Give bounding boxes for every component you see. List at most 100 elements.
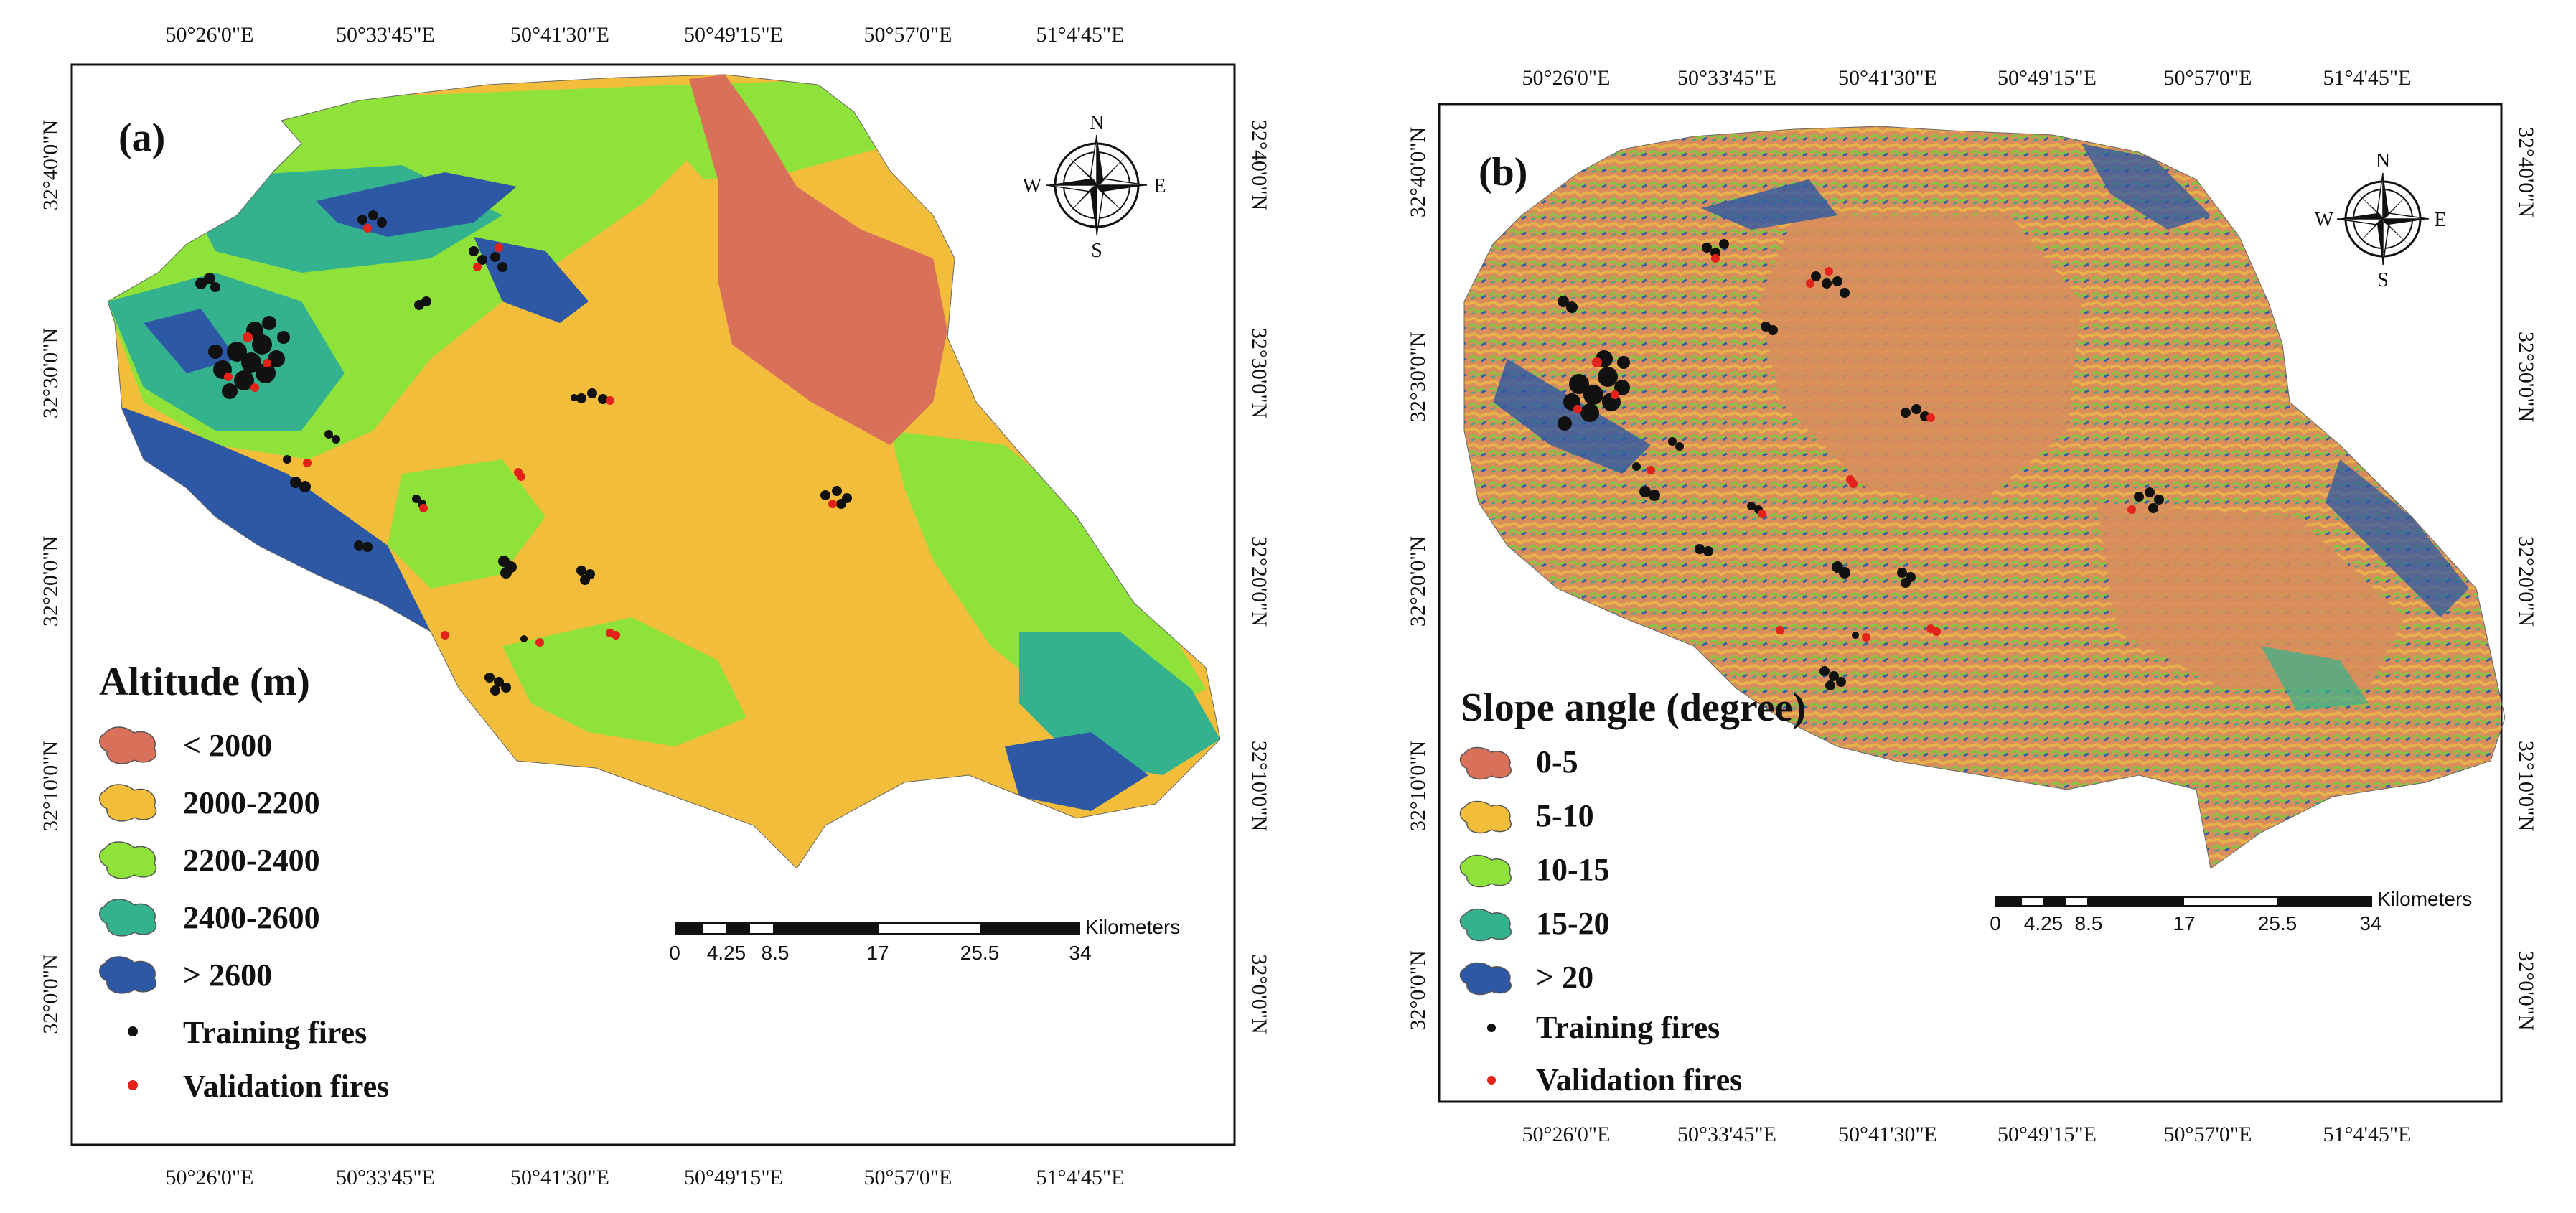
- legend-training-a: Training fires: [128, 1015, 367, 1050]
- lat-labels-b-right: 32°40'0"N 32°30'0"N 32°20'0"N 32°10'0"N …: [2514, 127, 2538, 1031]
- lat-label: 32°30'0"N: [1406, 332, 1430, 422]
- panel-b: N S E W (b) 50°26'0"E 50°33'45"E 50°41'3…: [1406, 66, 2538, 1146]
- compass-w-b: W: [2315, 209, 2334, 231]
- legend-label: 5-10: [1536, 798, 1594, 833]
- legend-b: Slope angle (degree) 0-5 5-10 10-15 15-2…: [1459, 685, 1806, 1097]
- scale-tick: 17: [866, 942, 889, 964]
- lon-label: 50°26'0"E: [1522, 66, 1611, 90]
- lon-label: 50°33'45"E: [336, 1166, 435, 1189]
- scale-tick: 0: [1990, 912, 2001, 935]
- lon-labels-b-bottom: 50°26'0"E 50°33'45"E 50°41'30"E 50°49'15…: [1522, 1123, 2412, 1146]
- legend-item-a: 2400-2600: [99, 899, 320, 937]
- legend-item-b: 0-5: [1459, 744, 1578, 780]
- legend-item-b: > 20: [1459, 960, 1593, 996]
- lat-labels-a-right: 32°40'0"N 32°30'0"N 32°20'0"N 32°10'0"N …: [1247, 120, 1271, 1034]
- lon-label: 51°4'45"E: [1036, 1166, 1125, 1189]
- lat-label: 32°20'0"N: [2514, 536, 2538, 627]
- panel-b-frame: [1438, 103, 2503, 1103]
- lon-label: 50°33'45"E: [1677, 66, 1776, 90]
- scale-tick: 34: [1069, 942, 1091, 964]
- legend-label: > 20: [1536, 960, 1593, 995]
- scale-bar-b: Kilometers 0 4.25 8.5 17 25.5 34: [1990, 888, 2472, 935]
- lon-label: 50°57'0"E: [864, 23, 952, 47]
- lat-label: 32°40'0"N: [2514, 127, 2538, 217]
- lon-label: 50°49'15"E: [1997, 1123, 2097, 1146]
- legend-label: Training fires: [183, 1015, 367, 1050]
- lon-label: 50°33'45"E: [1677, 1123, 1776, 1146]
- legend-label: 10-15: [1536, 852, 1610, 887]
- legend-title-b: Slope angle (degree): [1461, 685, 1806, 730]
- scale-unit-a: Kilometers: [1085, 916, 1180, 938]
- lat-label: 32°10'0"N: [2514, 741, 2538, 831]
- lon-label: 51°4'45"E: [2323, 66, 2412, 90]
- scale-tick: 34: [2359, 912, 2381, 935]
- lon-label: 50°57'0"E: [2164, 1123, 2252, 1146]
- lon-label: 50°26'0"E: [166, 23, 254, 47]
- lon-label: 50°49'15"E: [1997, 66, 2097, 90]
- legend-item-a: > 2600: [99, 956, 272, 994]
- lat-label: 32°40'0"N: [1406, 127, 1430, 217]
- lon-label: 51°4'45"E: [2323, 1123, 2412, 1146]
- lat-labels-b-left: 32°40'0"N 32°30'0"N 32°20'0"N 32°10'0"N …: [1406, 127, 1430, 1031]
- legend-item-b: 15-20: [1459, 906, 1610, 942]
- lat-label: 32°30'0"N: [39, 328, 62, 418]
- scale-tick: 8.5: [2075, 912, 2103, 935]
- fire-points-a: [195, 210, 852, 696]
- lat-label: 32°20'0"N: [1247, 536, 1271, 627]
- lat-label: 32°10'0"N: [39, 741, 62, 831]
- legend-label: 0-5: [1536, 744, 1578, 779]
- legend-item-a: < 2000: [99, 726, 272, 764]
- lat-label: 32°40'0"N: [1247, 120, 1271, 210]
- lon-label: 50°49'15"E: [684, 23, 783, 47]
- legend-label: 15-20: [1536, 906, 1610, 941]
- lat-label: 32°30'0"N: [2514, 332, 2538, 422]
- lon-label: 50°57'0"E: [2164, 66, 2252, 90]
- compass-n-a: N: [1090, 112, 1104, 134]
- legend-label: Validation fires: [183, 1069, 389, 1104]
- legend-training-b: Training fires: [1487, 1010, 1720, 1045]
- lon-label: 50°49'15"E: [684, 1166, 783, 1189]
- lon-label: 50°41'30"E: [510, 23, 609, 47]
- compass-w-a: W: [1023, 175, 1042, 197]
- lat-label: 32°10'0"N: [1406, 741, 1430, 831]
- compass-n-b: N: [2376, 150, 2390, 172]
- panel-label-a: (a): [118, 116, 165, 160]
- lat-label: 32°30'0"N: [1247, 328, 1271, 418]
- compass-s-a: S: [1091, 240, 1102, 262]
- lat-label: 32°40'0"N: [39, 120, 62, 210]
- legend-label: Validation fires: [1536, 1062, 1742, 1097]
- compass-s-b: S: [2377, 269, 2389, 291]
- panel-a: N S E W (a) 50°26'0"E 50°33'45"E 50°41'3…: [39, 23, 1271, 1189]
- scale-bar-a: Kilometers 0 4.25 8.5 17 25.5 34: [669, 916, 1180, 964]
- compass-rose-b: N S E W: [2315, 150, 2447, 291]
- scale-tick: 0: [669, 942, 680, 964]
- lat-labels-a-left: 32°40'0"N 32°30'0"N 32°20'0"N 32°10'0"N …: [39, 120, 62, 1034]
- legend-item-a: 2000-2200: [99, 784, 320, 822]
- scale-tick: 4.25: [707, 942, 746, 964]
- legend-validation-a: Validation fires: [128, 1069, 389, 1104]
- slope-map: [1463, 126, 2506, 869]
- legend-label: Training fires: [1536, 1010, 1720, 1045]
- legend-label: 2000-2200: [183, 785, 320, 820]
- legend-label: 2200-2400: [183, 843, 320, 878]
- lon-label: 50°41'30"E: [1838, 66, 1937, 90]
- lon-labels-b-top: 50°26'0"E 50°33'45"E 50°41'30"E 50°49'15…: [1522, 66, 2412, 90]
- lon-label: 50°57'0"E: [864, 1166, 952, 1189]
- panel-a-frame: [70, 63, 1236, 1146]
- legend-item-b: 10-15: [1459, 852, 1610, 888]
- lon-label: 50°41'30"E: [1838, 1123, 1937, 1146]
- legend-label: 2400-2600: [183, 900, 320, 935]
- lat-label: 32°0'0"N: [2514, 950, 2538, 1030]
- legend-item-a: 2200-2400: [99, 841, 320, 879]
- legend-label: > 2600: [183, 957, 272, 993]
- panel-label-b: (b): [1479, 150, 1527, 195]
- lat-label: 32°0'0"N: [1406, 950, 1430, 1030]
- lon-labels-a-top: 50°26'0"E 50°33'45"E 50°41'30"E 50°49'15…: [166, 23, 1125, 47]
- legend-title-a: Altitude (m): [99, 660, 310, 704]
- scale-tick: 25.5: [960, 942, 1000, 964]
- lon-label: 50°26'0"E: [1522, 1123, 1611, 1146]
- lat-label: 32°0'0"N: [39, 954, 62, 1034]
- scale-tick: 4.25: [2024, 912, 2064, 935]
- scale-unit-b: Kilometers: [2377, 888, 2472, 910]
